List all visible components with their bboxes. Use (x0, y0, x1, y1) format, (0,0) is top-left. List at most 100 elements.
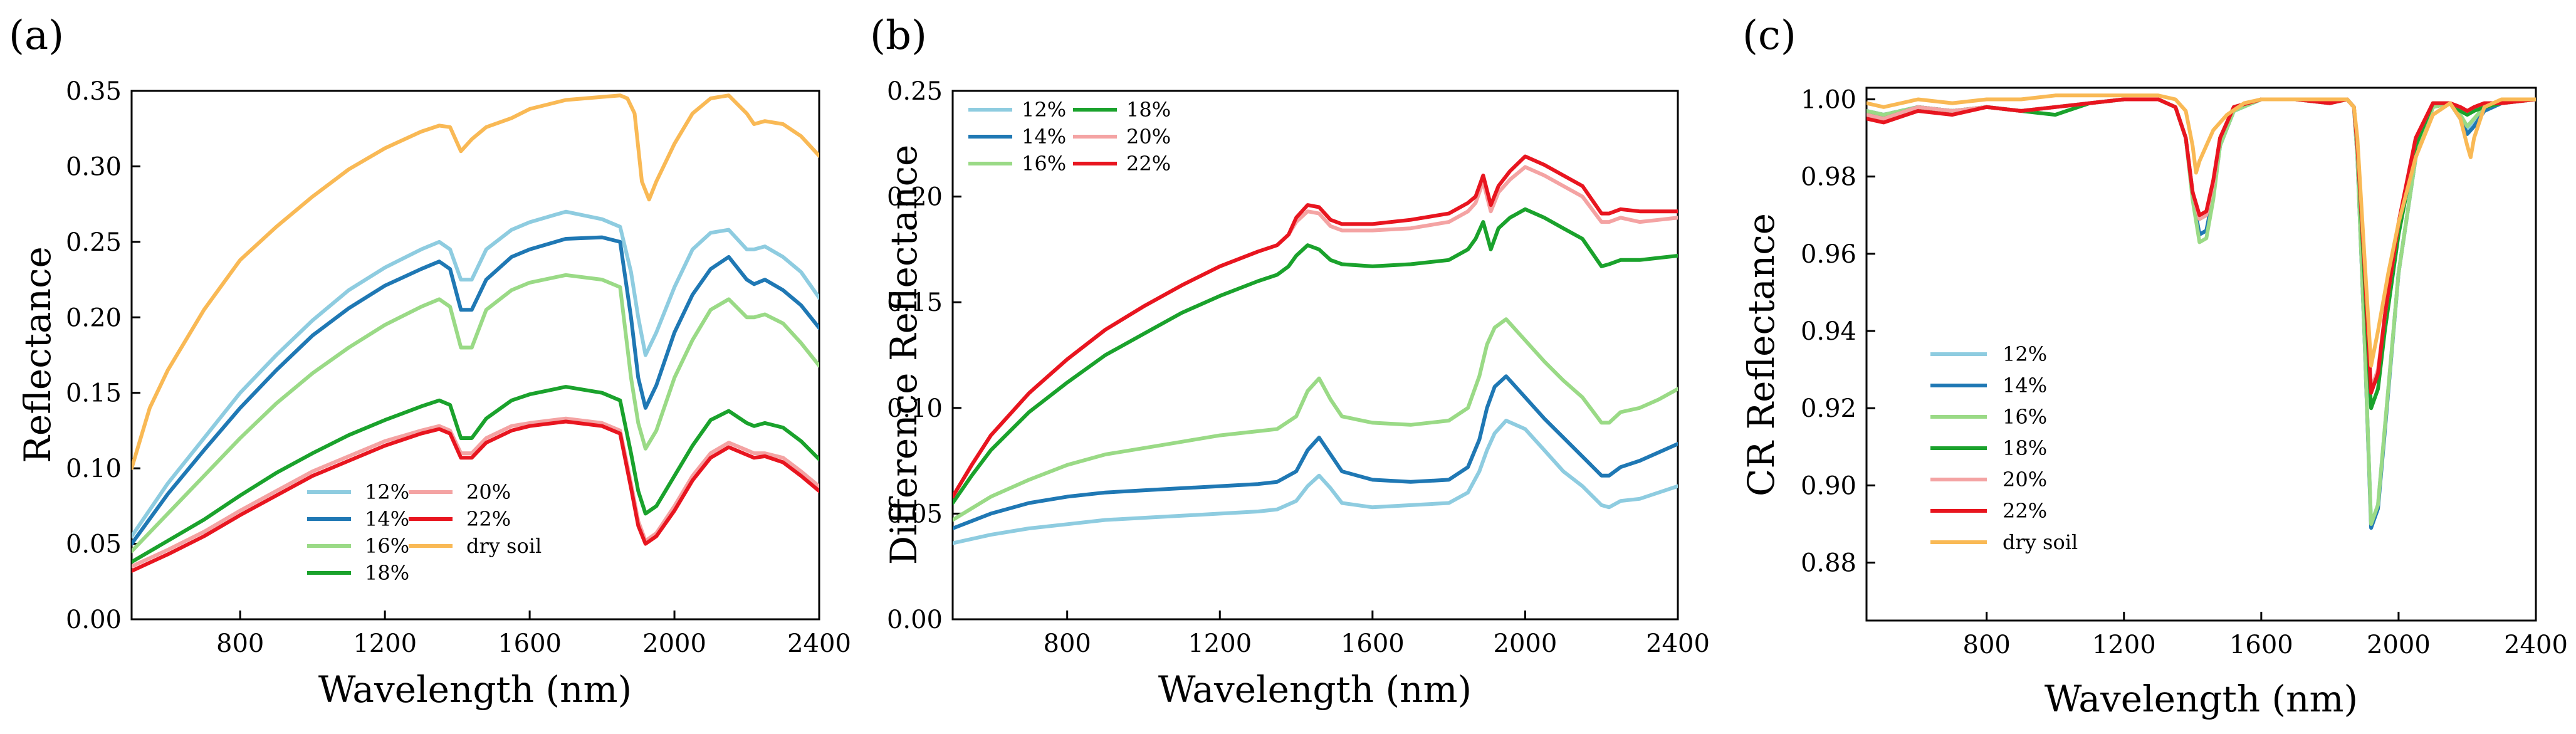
panel-a-series (132, 93, 819, 573)
panel-c-legend-item-18: 18% (1930, 436, 2047, 460)
x-tick-label: 1600 (498, 629, 562, 658)
y-tick-label: 0.98 (1801, 163, 1856, 192)
legend-label: 14% (365, 507, 409, 531)
legend-label: 20% (2003, 468, 2047, 491)
x-tick-label: 2000 (2367, 631, 2431, 659)
legend-label: dry soil (2003, 530, 2078, 554)
x-tick-label: 1600 (2229, 631, 2293, 659)
panel-b-legend-item-20: 20% (1073, 125, 1171, 149)
panel-c-label: (c) (1742, 13, 1796, 59)
x-tick-label: 1200 (353, 629, 417, 658)
panel-b-x-ticks: 800 1200 1600 2000 2400 (1044, 611, 1710, 658)
legend-label: 16% (365, 534, 409, 558)
series-line-20 (1867, 97, 2536, 391)
panel-c-legend-item-16: 16% (1930, 405, 2047, 429)
panel-a-legend: 12% 14% 16% 18% 20% 22% (307, 480, 542, 585)
y-tick-label: 0.15 (887, 288, 943, 317)
panel-a-plot-frame (130, 90, 820, 621)
x-tick-label: 2400 (2504, 631, 2568, 659)
legend-label: 22% (466, 507, 511, 531)
panel-a-x-ticks: 800 1200 1600 2000 2400 (216, 611, 851, 658)
panel-c-y-axis-label: CR Reflectance (1740, 213, 1783, 496)
series-line-16 (1867, 97, 2536, 526)
panel-a-x-axis-label: Wavelength (nm) (318, 668, 632, 711)
panel-c-x-ticks: 800 1200 1600 2000 2400 (1963, 612, 2568, 659)
panel-c-legend-item-12: 12% (1930, 342, 2047, 366)
panel-a-legend-item-dry-soil: dry soil (409, 534, 542, 558)
x-tick-label: 800 (1044, 629, 1091, 658)
y-tick-label: 0.96 (1801, 240, 1856, 269)
legend-label: 12% (2003, 342, 2047, 366)
y-tick-label: 0.90 (1801, 471, 1856, 500)
series-line-18 (1867, 97, 2536, 411)
panel-a-legend-item-18: 18% (307, 561, 409, 585)
panel-b-y-ticks: 0.00 0.05 0.10 0.15 0.20 0.25 (887, 77, 961, 634)
series-line-14 (1867, 97, 2536, 530)
panel-c-legend-item-14: 14% (1930, 374, 2047, 397)
x-tick-label: 2000 (1494, 629, 1558, 658)
y-tick-label: 0.05 (887, 500, 943, 528)
y-tick-label: 0.88 (1801, 549, 1856, 578)
panel-b: (b) 800 1200 1600 2000 2400 0.00 0.05 0.10 0.15… (870, 13, 1710, 711)
panel-a-y-ticks: 0.00 0.05 0.10 0.15 0.20 0.25 0.30 0.35 (66, 77, 140, 634)
x-tick-label: 2400 (1646, 629, 1710, 658)
y-tick-label: 0.92 (1801, 394, 1856, 423)
legend-label: 22% (1126, 152, 1171, 176)
legend-label: 16% (2003, 405, 2047, 429)
panel-b-y-axis-label: Difference Reflectance (882, 145, 925, 565)
legend-label: 22% (2003, 499, 2047, 523)
x-tick-label: 800 (216, 629, 264, 658)
panel-b-label: (b) (870, 13, 927, 59)
panel-b-legend-item-16: 16% (968, 152, 1066, 176)
x-tick-label: 1600 (1341, 629, 1405, 658)
panel-b-legend-item-22: 22% (1073, 152, 1171, 176)
legend-label: 12% (365, 480, 409, 504)
y-tick-label: 0.15 (66, 379, 122, 408)
series-line-dry-soil (132, 93, 819, 471)
y-tick-label: 0.10 (887, 394, 943, 423)
x-tick-label: 2000 (642, 629, 706, 658)
y-tick-label: 1.00 (1801, 85, 1856, 114)
panel-c-legend: 12% 14% 16% 18% 20% 22% (1930, 342, 2078, 554)
y-tick-label: 0.25 (66, 228, 122, 257)
panel-c: (c) 800 1200 1600 2000 2400 0.88 0.90 0.92 0.94… (1740, 13, 2568, 720)
series-line-dry-soil (1867, 93, 2536, 368)
y-tick-label: 0.35 (66, 77, 122, 106)
panel-b-plot-frame (951, 90, 1679, 621)
legend-label: 12% (1022, 98, 1066, 122)
legend-label: 16% (1022, 152, 1066, 176)
panel-b-legend-item-14: 14% (968, 125, 1066, 149)
y-tick-label: 0.30 (66, 152, 122, 181)
legend-label: 20% (1126, 125, 1171, 149)
x-tick-label: 1200 (2092, 631, 2156, 659)
legend-label: 14% (1022, 125, 1066, 149)
series-line-14 (953, 374, 1678, 530)
series-line-18 (132, 385, 819, 564)
x-tick-label: 2400 (787, 629, 851, 658)
series-line-22 (1867, 97, 2536, 395)
legend-label: 20% (466, 480, 511, 504)
y-tick-label: 0.05 (66, 530, 122, 559)
legend-label: 18% (1126, 98, 1171, 122)
panel-c-x-axis-label: Wavelength (nm) (2045, 678, 2358, 720)
panel-b-x-axis-label: Wavelength (nm) (1158, 668, 1472, 711)
y-tick-label: 0.20 (66, 303, 122, 332)
y-tick-label: 0.10 (66, 454, 122, 483)
panel-c-y-ticks: 0.88 0.90 0.92 0.94 0.96 0.98 1.00 (1801, 85, 1875, 578)
panel-c-series (1867, 93, 2536, 530)
panel-b-legend: 12% 14% 16% 18% 20% 22% (968, 98, 1171, 176)
panel-c-legend-item-dry-soil: dry soil (1930, 530, 2078, 554)
y-tick-label: 0.94 (1801, 317, 1856, 346)
panel-a-legend-item-14: 14% (307, 507, 409, 531)
y-tick-label: 0.25 (887, 77, 943, 106)
panel-a: (a) 800 1200 1600 2000 2400 0.00 0.05 0.10 0.15… (9, 13, 851, 711)
panel-a-legend-item-12: 12% (307, 480, 409, 504)
legend-label: 14% (2003, 374, 2047, 397)
panel-a-legend-item-20: 20% (409, 480, 511, 504)
series-line-14 (132, 235, 819, 546)
panel-a-legend-item-22: 22% (409, 507, 511, 531)
series-line-12 (1867, 97, 2536, 526)
panel-c-legend-item-20: 20% (1930, 468, 2047, 491)
series-line-16 (132, 273, 819, 553)
